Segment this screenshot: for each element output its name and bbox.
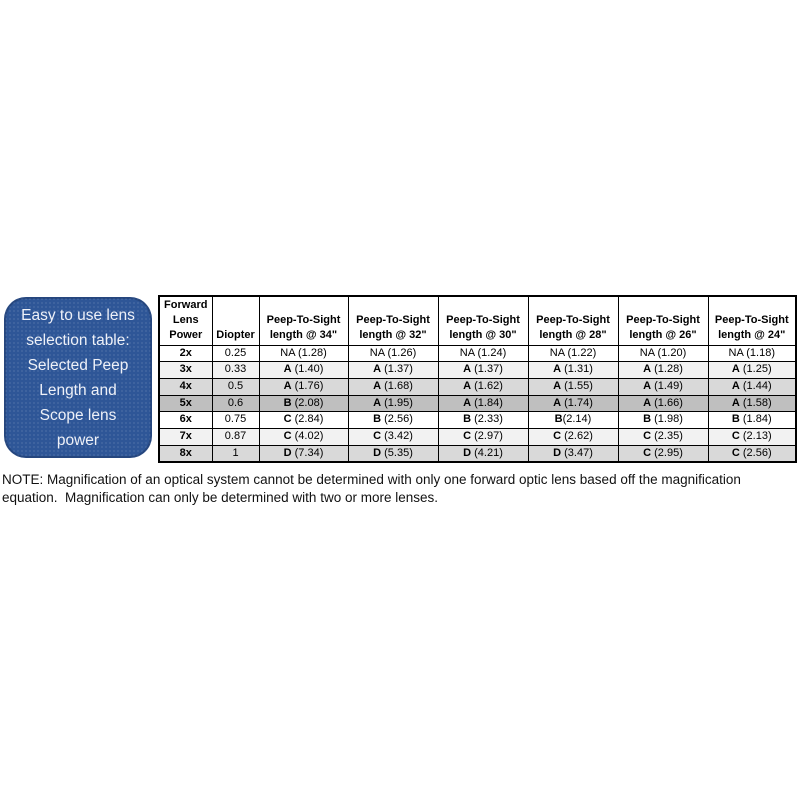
- peep-length-cell: B (2.33): [437, 411, 529, 430]
- diopter-cell: 1: [211, 444, 260, 463]
- column-header: Peep-To-Sight length @ 32": [347, 295, 439, 346]
- column-header: Peep-To-Sight length @ 28": [527, 295, 619, 346]
- peep-length-cell: D (5.35): [347, 444, 439, 463]
- peep-length-cell: NA (1.22): [527, 344, 619, 363]
- table-body: 2x 0.25 NA (1.28) NA (1.26) NA (1.24) NA (1.2…: [158, 344, 797, 463]
- peep-length-cell: A (1.76): [258, 377, 349, 396]
- column-header: Forward Lens Power: [158, 295, 213, 346]
- table-row: 8x 1 D (7.34) D (5.35) D (4.21) D (3.47) C (2.…: [158, 444, 797, 463]
- peep-length-cell: A (1.37): [347, 361, 439, 379]
- power-cell: 2x: [158, 344, 213, 363]
- power-cell: 4x: [158, 377, 213, 396]
- callout-box: Easy to use lens selection table: Select…: [4, 297, 152, 458]
- peep-length-cell: A (1.28): [617, 361, 709, 379]
- column-header: Peep-To-Sight length @ 34": [258, 295, 349, 346]
- diopter-cell: 0.25: [211, 344, 260, 363]
- power-cell: 8x: [158, 444, 213, 463]
- peep-length-cell: NA (1.20): [617, 344, 709, 363]
- peep-length-cell: C (2.35): [617, 428, 709, 446]
- peep-length-cell: NA (1.28): [258, 344, 349, 363]
- peep-length-cell: A (1.84): [437, 394, 529, 413]
- peep-length-cell: D (3.47): [527, 444, 619, 463]
- peep-length-cell: C (2.62): [527, 428, 619, 446]
- column-header: Peep-To-Sight length @ 26": [617, 295, 709, 346]
- power-cell: 3x: [158, 361, 213, 379]
- table-row: 4x 0.5 A (1.76) A (1.68) A (1.62) A (1.55) A (…: [158, 377, 797, 396]
- power-cell: 5x: [158, 394, 213, 413]
- diopter-cell: 0.5: [211, 377, 260, 396]
- peep-length-cell: D (4.21): [437, 444, 529, 463]
- peep-length-cell: A (1.37): [437, 361, 529, 379]
- table-row: 6x 0.75 C (2.84) B (2.56) B (2.33) B(2.14) B (…: [158, 411, 797, 430]
- column-header: Diopter: [211, 295, 260, 346]
- peep-length-cell: B (2.08): [258, 394, 349, 413]
- peep-length-cell: NA (1.24): [437, 344, 529, 363]
- column-header: Peep-To-Sight length @ 30": [437, 295, 529, 346]
- peep-length-cell: C (3.42): [347, 428, 439, 446]
- peep-length-cell: NA (1.26): [347, 344, 439, 363]
- table-row: 5x 0.6 B (2.08) A (1.95) A (1.84) A (1.74) A (…: [158, 394, 797, 413]
- peep-length-cell: A (1.66): [617, 394, 709, 413]
- peep-length-cell: A (1.40): [258, 361, 349, 379]
- power-cell: 6x: [158, 411, 213, 430]
- header-row: Forward Lens Power Diopter Peep-To-Sight leng…: [158, 295, 797, 346]
- table-row: 3x 0.33 A (1.40) A (1.37) A (1.37) A (1.31) A …: [158, 361, 797, 379]
- peep-length-cell: C (2.56): [707, 444, 797, 463]
- peep-length-cell: C (2.97): [437, 428, 529, 446]
- diopter-cell: 0.33: [211, 361, 260, 379]
- column-header: Peep-To-Sight length @ 24": [707, 295, 797, 346]
- power-cell: 7x: [158, 428, 213, 446]
- peep-length-cell: A (1.44): [707, 377, 797, 396]
- peep-length-cell: C (4.02): [258, 428, 349, 446]
- diopter-cell: 0.75: [211, 411, 260, 430]
- peep-length-cell: A (1.25): [707, 361, 797, 379]
- callout-text: Easy to use lens selection table: Select…: [21, 306, 135, 449]
- peep-length-cell: A (1.62): [437, 377, 529, 396]
- peep-length-cell: A (1.68): [347, 377, 439, 396]
- peep-length-cell: B (1.98): [617, 411, 709, 430]
- peep-length-cell: A (1.55): [527, 377, 619, 396]
- table-row: 2x 0.25 NA (1.28) NA (1.26) NA (1.24) NA (1.2…: [158, 344, 797, 363]
- peep-length-cell: A (1.49): [617, 377, 709, 396]
- peep-length-cell: C (2.84): [258, 411, 349, 430]
- peep-length-cell: NA (1.18): [707, 344, 797, 363]
- peep-length-cell: A (1.31): [527, 361, 619, 379]
- peep-length-cell: B(2.14): [527, 411, 619, 430]
- diopter-cell: 0.6: [211, 394, 260, 413]
- peep-length-cell: B (2.56): [347, 411, 439, 430]
- peep-length-cell: C (2.95): [617, 444, 709, 463]
- table-row: 7x 0.87 C (4.02) C (3.42) C (2.97) C (2.62) C …: [158, 428, 797, 446]
- table-header: Forward Lens Power Diopter Peep-To-Sight leng…: [158, 295, 797, 346]
- peep-length-cell: A (1.58): [707, 394, 797, 413]
- lens-selection-table: Forward Lens Power Diopter Peep-To-Sight leng…: [158, 295, 797, 464]
- diopter-cell: 0.87: [211, 428, 260, 446]
- peep-length-cell: A (1.95): [347, 394, 439, 413]
- peep-length-cell: B (1.84): [707, 411, 797, 430]
- peep-length-cell: D (7.34): [258, 444, 349, 463]
- peep-length-cell: C (2.13): [707, 428, 797, 446]
- peep-length-cell: A (1.74): [527, 394, 619, 413]
- note-text: NOTE: Magnification of an optical system…: [2, 472, 741, 505]
